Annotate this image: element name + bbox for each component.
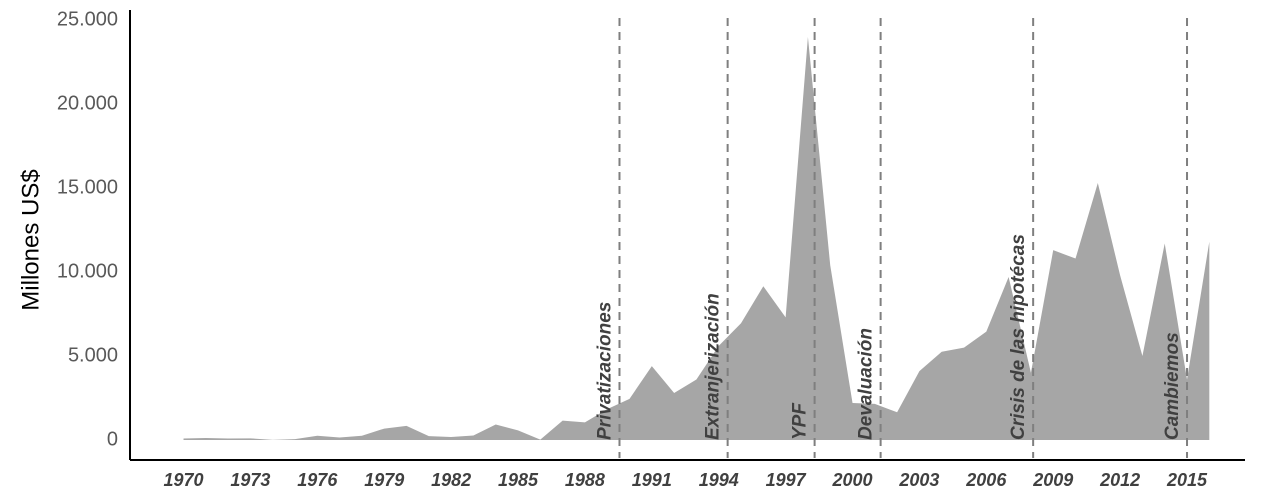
event-label: Devaluación — [856, 328, 877, 440]
x-tick-label: 2006 — [965, 470, 1007, 490]
x-tick-label: 1976 — [297, 470, 338, 490]
x-tick-label: 1985 — [498, 470, 539, 490]
event-label: Extranjerización — [703, 293, 724, 440]
y-tick-label: 20.000 — [57, 92, 118, 114]
y-tick-label: 15.000 — [57, 176, 118, 198]
x-tick-label: 1991 — [632, 470, 672, 490]
y-tick-label: 25.000 — [57, 8, 118, 30]
x-tick-label: 2009 — [1032, 470, 1073, 490]
x-tick-label: 1982 — [431, 470, 471, 490]
event-label: Privatizaciones — [595, 302, 616, 440]
y-tick-label: 5.000 — [68, 344, 118, 366]
x-tick-label: 1973 — [230, 470, 270, 490]
x-tick-label: 2015 — [1166, 470, 1208, 490]
x-tick-label: 2000 — [831, 470, 872, 490]
y-tick-label: 0 — [107, 428, 118, 450]
x-tick-label: 1997 — [766, 470, 807, 490]
x-tick-label: 1988 — [565, 470, 605, 490]
event-label: Crisis de las hipotécas — [1008, 234, 1029, 440]
x-tick-label: 2012 — [1099, 470, 1140, 490]
x-tick-label: 2003 — [898, 470, 939, 490]
event-label: Cambiemos — [1162, 332, 1183, 440]
event-label: YPF — [790, 402, 811, 440]
x-tick-label: 1970 — [163, 470, 203, 490]
area — [183, 36, 1210, 441]
y-axis-label: Millones US$ — [17, 169, 44, 310]
y-tick-label: 10.000 — [57, 260, 118, 282]
x-tick-label: 1994 — [699, 470, 739, 490]
x-tick-label: 1979 — [364, 470, 404, 490]
